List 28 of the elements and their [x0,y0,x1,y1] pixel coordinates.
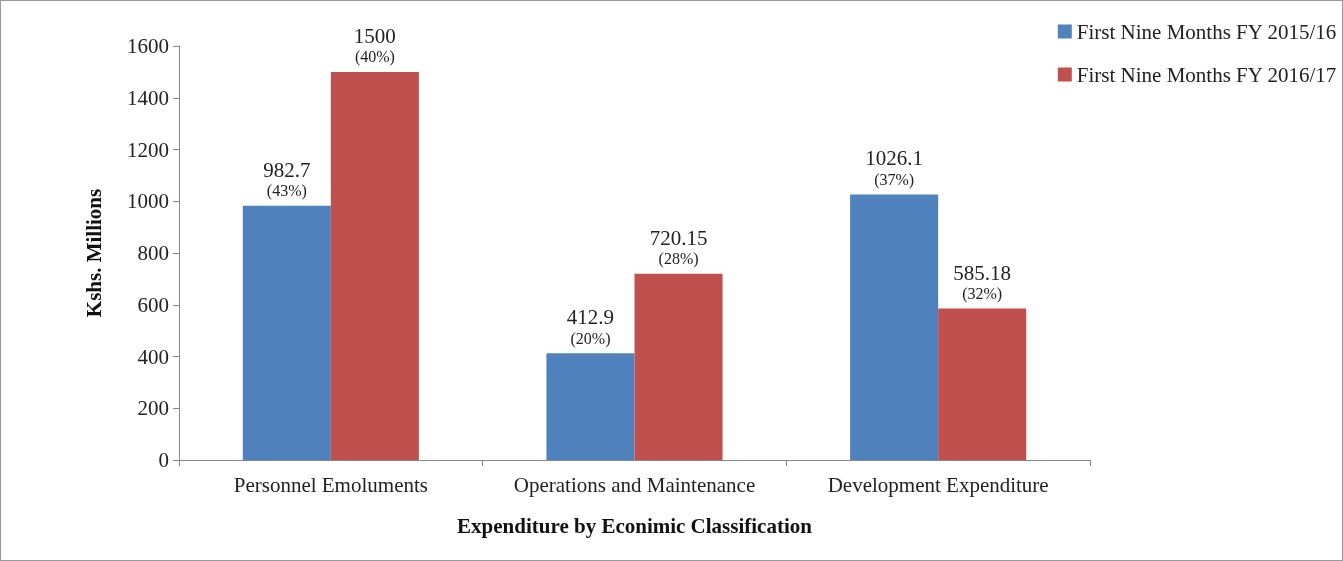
x-tick-label: Development Expenditure [827,472,1049,497]
y-tick-label: 0 [158,448,169,472]
y-tick-label: 800 [137,241,169,265]
y-tick-label: 1000 [127,189,169,214]
bar [546,353,635,460]
bar [242,205,331,460]
bar [850,194,939,460]
x-axis-title: Expenditure by Econimic Classification [457,513,813,538]
y-tick-label: 1400 [127,85,169,110]
data-label: 982.7 (43%) [263,157,311,201]
bar [634,273,723,460]
legend-label: First Nine Months FY 2015/16 [1076,19,1337,44]
legend-label: First Nine Months FY 2016/17 [1076,62,1337,87]
y-axis-title: Kshs. Millions [81,188,106,318]
x-tick-label: Operations and Maintenance [513,472,756,497]
y-tick-label: 600 [137,292,169,317]
y-tick-label: 400 [137,344,169,369]
data-label: 1026.1 (37%) [865,146,924,189]
x-tick-label: Personnel Emoluments [233,472,428,497]
bar [330,71,419,460]
y-tick-label: 1200 [127,137,169,162]
data-label: 1500 (40%) [353,23,396,67]
data-label: 585.18 (32%) [953,260,1012,304]
data-label: 720.15 (28%) [649,225,708,269]
data-label: 412.9 (20%) [566,305,615,348]
bar [938,308,1027,460]
y-tick-label: 200 [137,396,169,421]
y-tick-label: 1600 [127,34,169,58]
